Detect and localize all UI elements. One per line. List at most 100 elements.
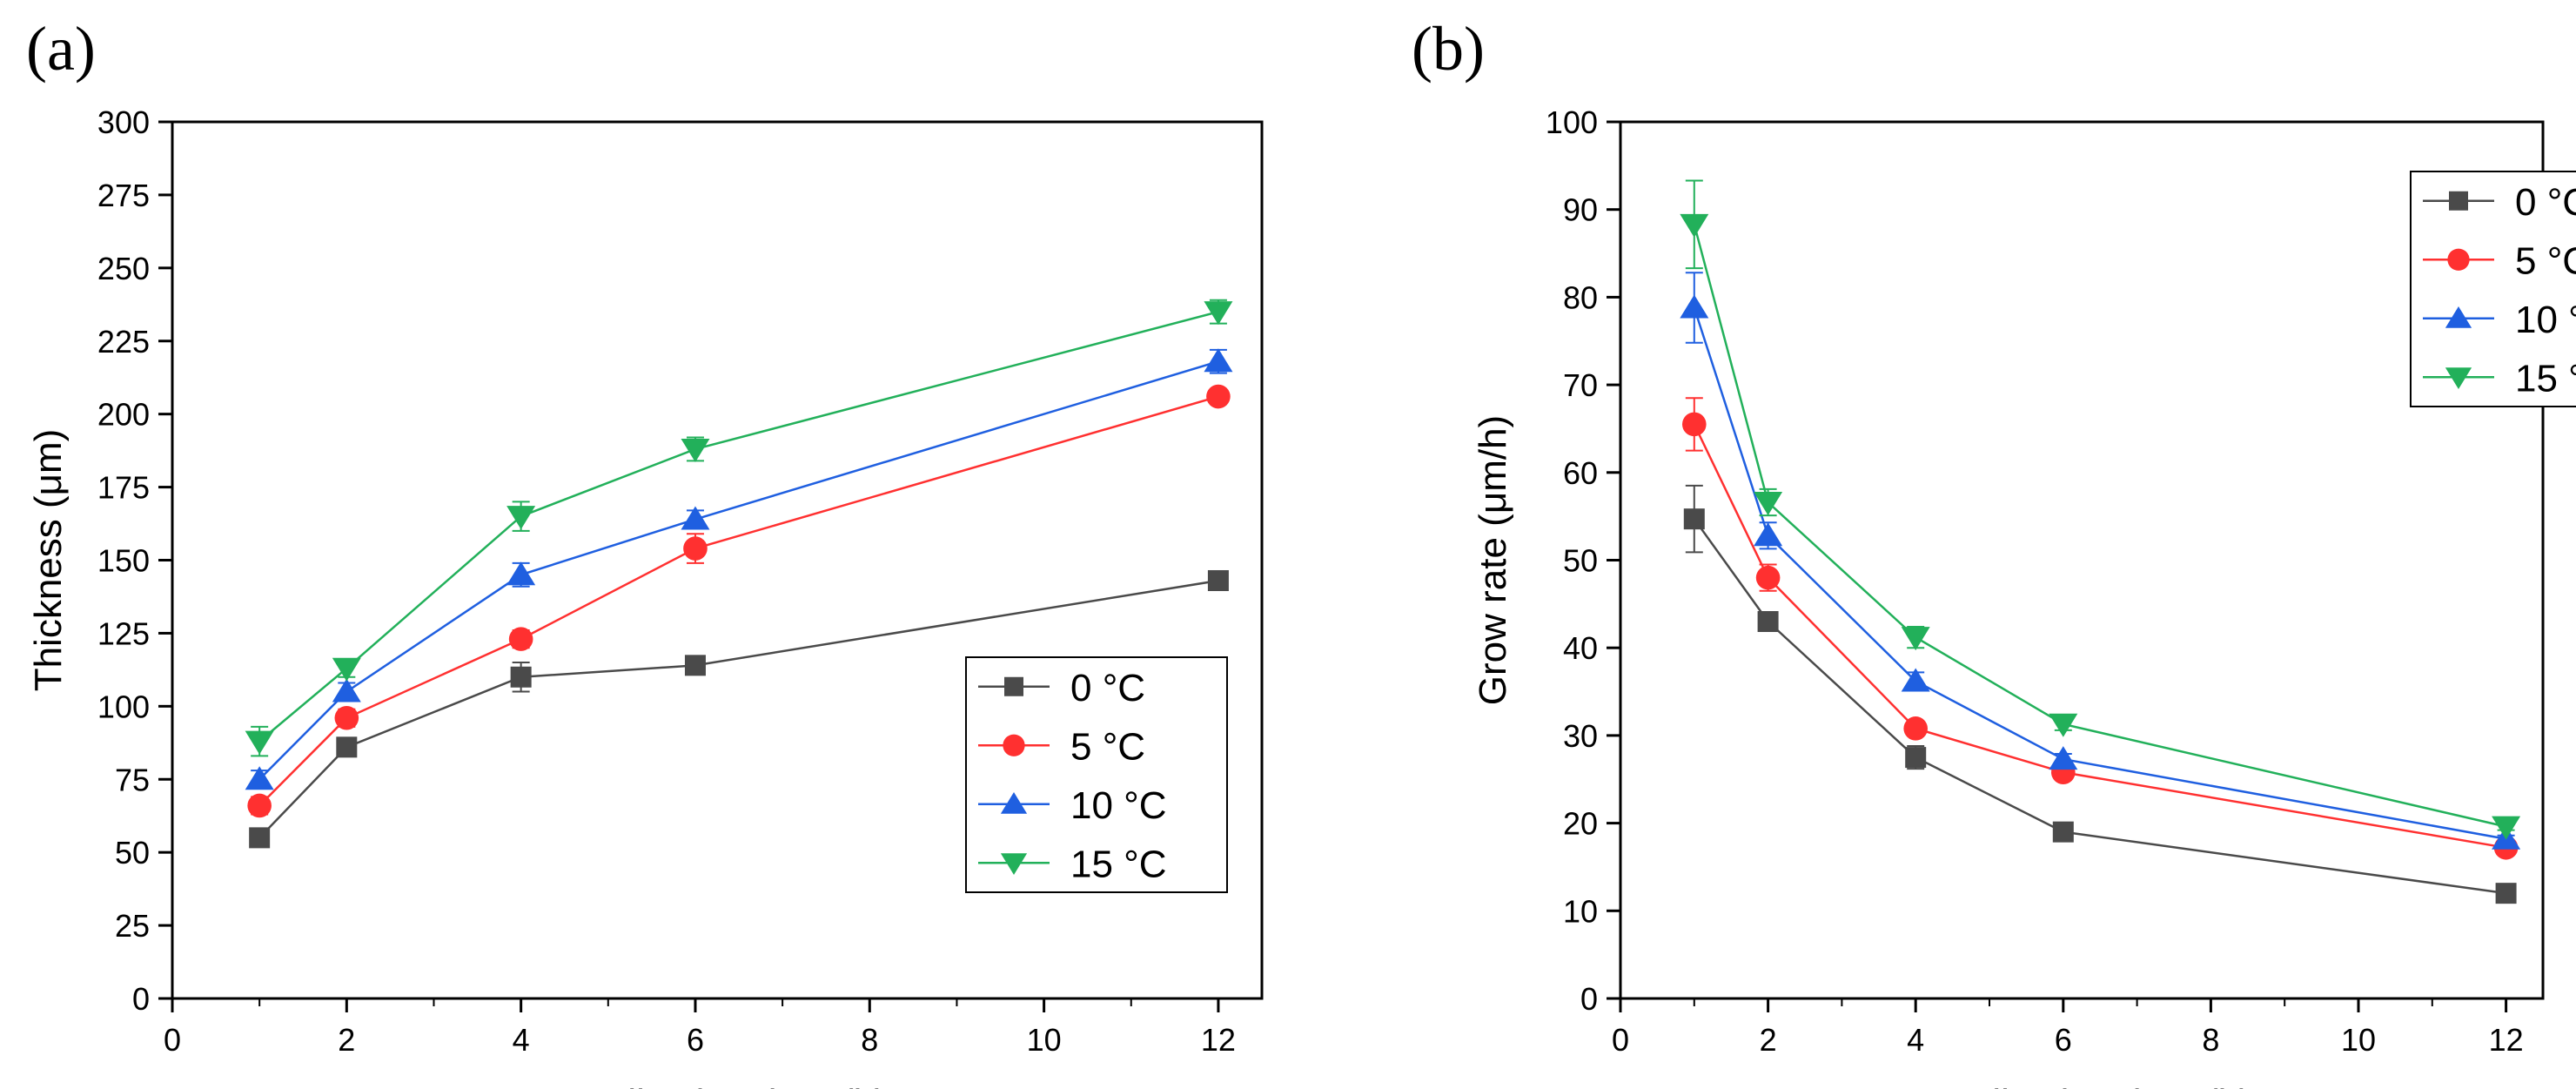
series-3 — [1680, 179, 2521, 840]
data-point — [1754, 522, 1783, 547]
y-tick-label: 90 — [1563, 192, 1598, 228]
x-tick-label: 6 — [687, 1022, 704, 1058]
data-point — [249, 827, 271, 849]
data-point — [506, 561, 536, 586]
y-tick-label: 150 — [97, 543, 150, 579]
y-tick-label: 300 — [97, 104, 150, 140]
x-tick-label: 0 — [1612, 1022, 1629, 1058]
legend-label: 0 °C — [2515, 181, 2576, 224]
x-tick-label: 6 — [2055, 1022, 2072, 1058]
y-tick-label: 100 — [1546, 104, 1598, 140]
data-point — [247, 793, 272, 818]
x-tick-label: 2 — [338, 1022, 355, 1058]
data-point — [508, 627, 533, 651]
series-line — [1693, 307, 2506, 840]
data-point — [1905, 747, 1927, 769]
data-point — [2049, 746, 2078, 770]
data-point — [1755, 565, 1781, 590]
chart-grow-rate: (b) 0 2 4 6 8 10 12 0 10 20 30 40 50 60 70 80 90 100 Anodiz… — [1412, 14, 2576, 1089]
data-point — [2052, 821, 2074, 843]
legend-marker — [1003, 734, 1025, 756]
data-point — [1206, 384, 1231, 409]
data-point — [681, 506, 710, 530]
series-0 — [1683, 484, 2517, 904]
y-tick-label: 125 — [97, 615, 150, 651]
x-tick-label: 8 — [2202, 1022, 2219, 1058]
y-tick-label: 10 — [1563, 893, 1598, 929]
y-tick-label: 40 — [1563, 630, 1598, 666]
y-tick-label: 100 — [97, 689, 150, 724]
data-point — [1901, 627, 1930, 651]
x-tick-label: 2 — [1760, 1022, 1777, 1058]
data-point — [2492, 816, 2521, 840]
series-3 — [245, 299, 1233, 757]
data-point — [332, 657, 361, 682]
data-point — [1903, 716, 1928, 741]
legend-label: 5 °C — [1070, 725, 1145, 768]
series-1 — [1682, 397, 2519, 860]
legend-label: 10 °C — [2515, 299, 2576, 341]
data-point — [684, 655, 706, 676]
data-point — [334, 705, 359, 730]
legend-label: 15 °C — [1070, 843, 1167, 885]
series-line — [1693, 423, 2506, 850]
data-point — [332, 678, 361, 702]
data-point — [1901, 668, 1930, 692]
data-point — [1680, 294, 1709, 319]
y-tick-label: 0 — [132, 981, 150, 1017]
x-tick-label: 8 — [861, 1022, 878, 1058]
legend: 0 °C 5 °C 10 °C 15 °C — [2410, 171, 2576, 407]
y-tick-label: 200 — [97, 397, 150, 433]
legend-marker — [2449, 191, 2468, 211]
y-tick-label: 80 — [1563, 279, 1598, 315]
legend-box — [965, 656, 1228, 893]
data-point — [1682, 412, 1707, 437]
data-point — [1757, 610, 1779, 632]
y-tick-label: 250 — [97, 251, 150, 286]
data-point — [1683, 508, 1705, 530]
y-tick-label: 60 — [1563, 455, 1598, 491]
legend-marker — [2447, 248, 2470, 271]
series-line — [1693, 518, 2506, 895]
y-axis-title: Thickness (μm) — [27, 429, 70, 692]
panel-label: (b) — [1412, 14, 1485, 84]
legend-marker — [1000, 853, 1028, 875]
x-tick-label: 10 — [1027, 1022, 1062, 1058]
y-axis-title: Grow rate (μm/h) — [1472, 415, 1514, 705]
y-tick-label: 275 — [97, 178, 150, 213]
x-tick-label: 4 — [1907, 1022, 1924, 1058]
data-point — [2495, 883, 2517, 904]
legend-marker — [1000, 792, 1028, 814]
data-point — [245, 730, 274, 755]
legend-label: 10 °C — [1070, 784, 1167, 827]
x-tick-label: 0 — [164, 1022, 181, 1058]
legend-label: 15 °C — [2515, 357, 2576, 400]
data-point — [2049, 713, 2078, 737]
y-tick-label: 50 — [115, 835, 150, 871]
y-tick-label: 70 — [1563, 367, 1598, 403]
x-axis-title: Anodization time (h) — [1911, 1082, 2251, 1089]
y-tick-label: 75 — [115, 762, 150, 797]
panel-label: (a) — [26, 14, 96, 84]
x-tick-label: 10 — [2341, 1022, 2376, 1058]
series-2 — [245, 348, 1233, 790]
series-0 — [249, 569, 1229, 849]
data-point — [683, 536, 708, 561]
legend-label: 0 °C — [1070, 667, 1145, 709]
y-tick-label: 20 — [1563, 806, 1598, 842]
y-tick-label: 30 — [1563, 718, 1598, 754]
data-point — [1204, 348, 1233, 373]
series-1 — [247, 384, 1231, 818]
x-tick-label: 4 — [513, 1022, 530, 1058]
data-point — [1204, 301, 1233, 326]
data-point — [1680, 213, 1709, 238]
y-tick-label: 25 — [115, 908, 150, 944]
data-point — [245, 766, 274, 790]
legend-box — [2410, 171, 2576, 407]
chart-thickness: (a) 0 2 4 6 8 10 12 0 25 50 75 100 125 150 175 200 225 250… — [26, 14, 1264, 1089]
data-point — [1207, 569, 1229, 591]
x-axis-title: Anodization time (h) — [547, 1082, 887, 1089]
data-point — [510, 666, 532, 688]
x-tick-label: 12 — [1201, 1022, 1236, 1058]
data-point — [506, 506, 536, 530]
